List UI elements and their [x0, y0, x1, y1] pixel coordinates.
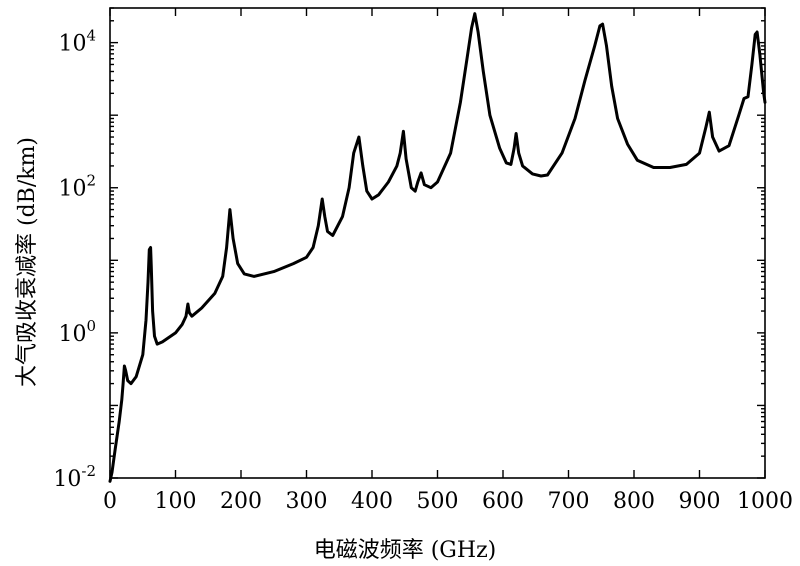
y-axis-label: 大气吸收衰减率 (dB/km): [15, 137, 40, 387]
series-line: [108, 12, 767, 483]
y-tick-label: 102: [58, 172, 96, 202]
x-axis-label: 电磁波频率 (GHz): [314, 538, 497, 563]
x-tick-label: 500: [417, 489, 459, 514]
x-tick-label: 700: [548, 489, 590, 514]
y-tick-label: 100: [58, 317, 96, 347]
tick-label-group: 0 100 200 300 400 500 600 700 800 900 1000 10-2 100 1…: [53, 27, 793, 514]
x-tick-label: 100: [155, 489, 197, 514]
tick-group: [109, 7, 766, 479]
x-tick-label: 800: [613, 489, 655, 514]
x-tick-label: 900: [679, 489, 721, 514]
x-tick-label: 1000: [737, 489, 793, 514]
y-tick-label: 10-2: [53, 462, 96, 492]
x-tick-label: 300: [286, 489, 328, 514]
x-tick-label: 0: [103, 489, 117, 514]
y-tick-label: 104: [58, 27, 96, 57]
x-tick-label: 600: [482, 489, 524, 514]
x-tick-label: 400: [351, 489, 393, 514]
x-tick-label: 200: [220, 489, 262, 514]
plot-frame: [109, 7, 766, 479]
